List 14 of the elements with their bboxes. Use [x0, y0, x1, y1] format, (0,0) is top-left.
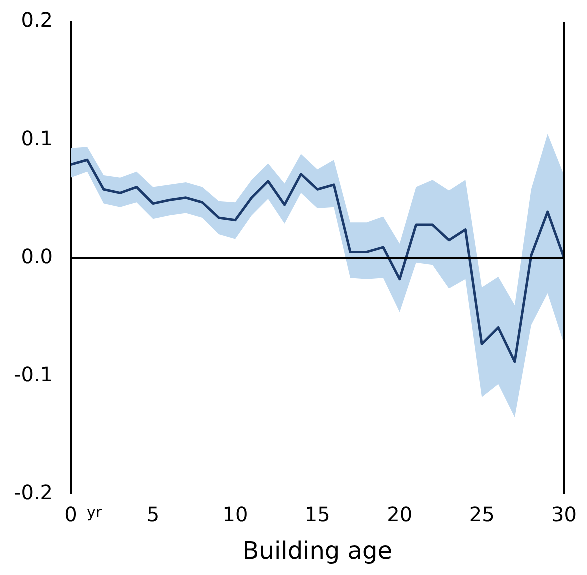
- text: yr: [87, 504, 103, 522]
- x-tick-label: 30: [552, 502, 577, 526]
- x-tick-label: 0: [64, 502, 78, 526]
- y-tick-label: -0.2: [14, 480, 54, 504]
- y-tick-label: 0.1: [21, 126, 54, 150]
- x-tick-label: 10: [222, 502, 248, 526]
- y-tick-label: -0.1: [14, 362, 54, 386]
- x-tick-label: 5: [146, 502, 160, 526]
- x-tick-label: 25: [469, 502, 495, 526]
- x-tick-label: 20: [387, 502, 413, 526]
- y-tick-label: 0.0: [21, 244, 54, 268]
- y-tick-label: 0.2: [21, 8, 54, 32]
- x-tick-label: 15: [304, 502, 330, 526]
- x-axis-title: Building age: [242, 536, 392, 565]
